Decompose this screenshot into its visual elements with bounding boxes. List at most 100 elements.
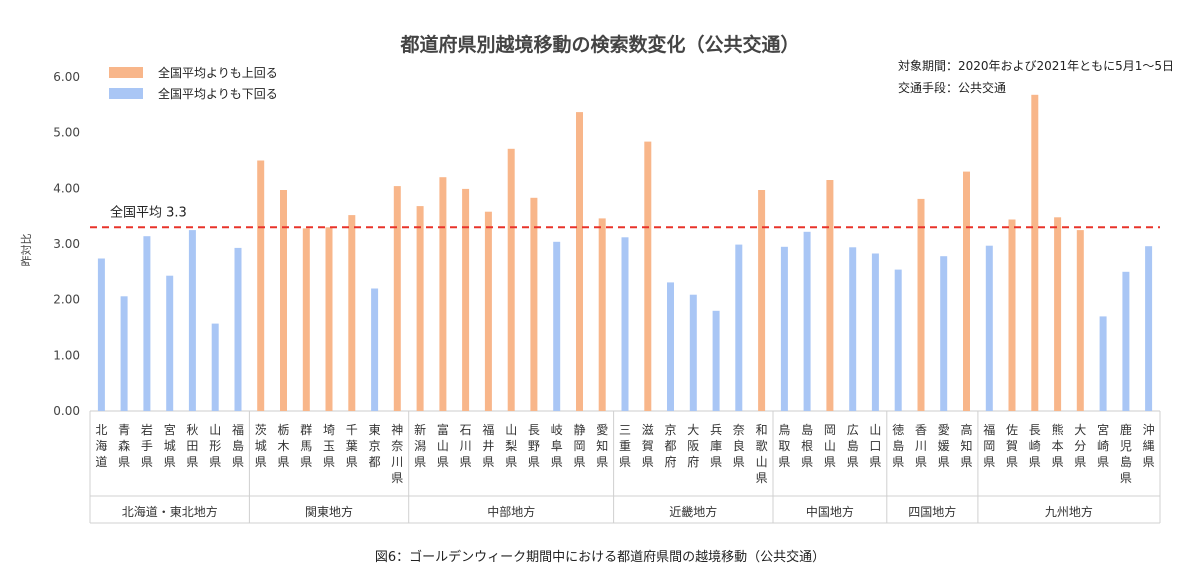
bar-大分県 bbox=[1076, 230, 1084, 411]
note-period: 対象期間：2020年および2021年ともに5月1～5日 bbox=[898, 59, 1174, 73]
x-tick-label: 大阪府 bbox=[687, 423, 699, 469]
x-tick-label: 和歌山県 bbox=[756, 423, 768, 485]
bar-鹿児島県 bbox=[1122, 271, 1130, 411]
bar-chart: 都道府県別越境移動の検索数変化（公共交通） 対象期間：2020年および2021年… bbox=[19, 33, 1174, 524]
y-tick-label: 2.00 bbox=[53, 293, 80, 307]
x-tick-label: 三重県 bbox=[619, 423, 631, 469]
region-label: 近畿地方 bbox=[669, 504, 717, 519]
legend-label-below: 全国平均よりも下回る bbox=[158, 86, 278, 101]
bar-福井県 bbox=[484, 211, 492, 411]
bar-千葉県 bbox=[348, 215, 356, 411]
bar-秋田県 bbox=[188, 230, 196, 411]
y-tick-label: 4.00 bbox=[53, 181, 80, 195]
x-tick-label: 埼玉県 bbox=[323, 423, 335, 469]
x-tick-label: 山形県 bbox=[209, 423, 221, 469]
y-axis-label: 昨対比 bbox=[19, 234, 33, 267]
average-line: 全国平均 3.3 bbox=[90, 204, 1160, 229]
bar-香川県 bbox=[917, 198, 925, 411]
average-line-label: 全国平均 3.3 bbox=[110, 204, 187, 220]
bar-岐阜県 bbox=[553, 241, 561, 411]
x-tick-label: 山口県 bbox=[869, 423, 881, 469]
bar-新潟県 bbox=[416, 206, 424, 411]
x-tick-label: 大分県 bbox=[1074, 423, 1086, 469]
y-axis: 0.00 1.00 2.00 3.00 4.00 5.00 6.00 bbox=[53, 70, 1160, 418]
x-tick-label: 群馬県 bbox=[300, 423, 312, 469]
bar-兵庫県 bbox=[712, 310, 720, 411]
bar-鳥取県 bbox=[780, 246, 788, 411]
region-label: 中部地方 bbox=[487, 504, 535, 519]
bar-静岡県 bbox=[576, 112, 583, 411]
x-tick-label: 宮城県 bbox=[164, 422, 176, 469]
bar-和歌山県 bbox=[758, 190, 766, 411]
legend-swatch-below bbox=[109, 88, 143, 99]
x-tick-label: 香川県 bbox=[915, 423, 927, 469]
bar-青森県 bbox=[120, 296, 128, 411]
bar-三重県 bbox=[621, 237, 629, 411]
x-tick-label: 東京都 bbox=[369, 423, 381, 469]
x-tick-label: 新潟県 bbox=[414, 422, 426, 469]
bar-長野県 bbox=[530, 197, 538, 411]
x-tick-label: 鳥取県 bbox=[778, 422, 790, 469]
bar-大阪府 bbox=[689, 294, 697, 411]
bar-山口県 bbox=[871, 253, 879, 411]
bar-京都府 bbox=[667, 282, 674, 411]
region-label: 北海道・東北地方 bbox=[122, 504, 218, 519]
x-axis-labels: 北海道青森県岩手県宮城県秋田県山形県福島県茨城県栃木県群馬県埼玉県千葉県東京都神… bbox=[95, 422, 1154, 485]
legend-swatch-above bbox=[109, 67, 143, 78]
bars bbox=[97, 94, 1153, 412]
x-tick-label: 北海道 bbox=[95, 423, 107, 469]
x-tick-label: 滋賀県 bbox=[642, 423, 654, 469]
x-tick-label: 岡山県 bbox=[824, 423, 836, 469]
bar-福島県 bbox=[234, 247, 242, 411]
x-tick-label: 千葉県 bbox=[346, 423, 358, 469]
bar-山形県 bbox=[211, 323, 219, 411]
bar-高知県 bbox=[963, 171, 970, 411]
legend: 全国平均よりも上回る 全国平均よりも下回る bbox=[109, 65, 278, 101]
bar-奈良県 bbox=[735, 244, 743, 411]
bar-徳島県 bbox=[894, 269, 902, 411]
x-tick-label: 福島県 bbox=[232, 422, 244, 469]
x-tick-label: 山梨県 bbox=[505, 423, 517, 469]
chart-title: 都道府県別越境移動の検索数変化（公共交通） bbox=[399, 33, 799, 56]
bar-栃木県 bbox=[280, 190, 287, 411]
x-tick-label: 島根県 bbox=[801, 422, 813, 469]
x-tick-label: 岐阜県 bbox=[551, 423, 563, 469]
x-tick-label: 富山県 bbox=[437, 422, 449, 469]
x-tick-label: 宮崎県 bbox=[1097, 422, 1109, 469]
region-label: 中国地方 bbox=[806, 504, 854, 519]
x-tick-label: 長野県 bbox=[528, 423, 540, 469]
y-tick-label: 6.00 bbox=[53, 70, 80, 84]
bar-石川県 bbox=[462, 188, 470, 411]
bar-愛媛県 bbox=[940, 256, 948, 411]
x-tick-label: 福岡県 bbox=[983, 422, 995, 469]
bar-沖縄県 bbox=[1145, 246, 1153, 411]
x-tick-label: 愛知県 bbox=[596, 423, 608, 469]
bar-群馬県 bbox=[302, 228, 310, 411]
bar-愛知県 bbox=[598, 218, 606, 411]
x-tick-label: 福井県 bbox=[482, 422, 494, 469]
x-tick-label: 佐賀県 bbox=[1006, 423, 1018, 469]
x-tick-label: 石川県 bbox=[460, 423, 472, 469]
x-tick-label: 秋田県 bbox=[186, 423, 198, 469]
bar-佐賀県 bbox=[1008, 219, 1016, 411]
x-tick-label: 栃木県 bbox=[277, 423, 289, 469]
bar-長崎県 bbox=[1031, 94, 1039, 412]
x-tick-label: 京都府 bbox=[664, 423, 676, 469]
bar-島根県 bbox=[803, 231, 811, 411]
bar-宮城県 bbox=[166, 275, 174, 411]
bar-富山県 bbox=[439, 177, 447, 411]
note-transport: 交通手段：公共交通 bbox=[898, 80, 1006, 95]
bar-茨城県 bbox=[257, 160, 265, 411]
x-tick-label: 岩手県 bbox=[141, 422, 153, 469]
bar-福岡県 bbox=[985, 245, 993, 411]
bar-埼玉県 bbox=[325, 227, 333, 411]
x-tick-label: 神奈川県 bbox=[391, 423, 403, 485]
x-tick-label: 兵庫県 bbox=[710, 423, 722, 469]
x-tick-label: 奈良県 bbox=[733, 423, 745, 469]
bar-神奈川県 bbox=[393, 186, 401, 411]
x-tick-label: 長崎県 bbox=[1029, 423, 1041, 469]
region-labels: 北海道・東北地方 関東地方 中部地方 近畿地方 中国地方 四国地方 九州地方 bbox=[89, 411, 1161, 524]
bar-東京都 bbox=[371, 288, 379, 411]
x-tick-label: 静岡県 bbox=[573, 423, 585, 469]
y-tick-label: 1.00 bbox=[53, 348, 80, 362]
